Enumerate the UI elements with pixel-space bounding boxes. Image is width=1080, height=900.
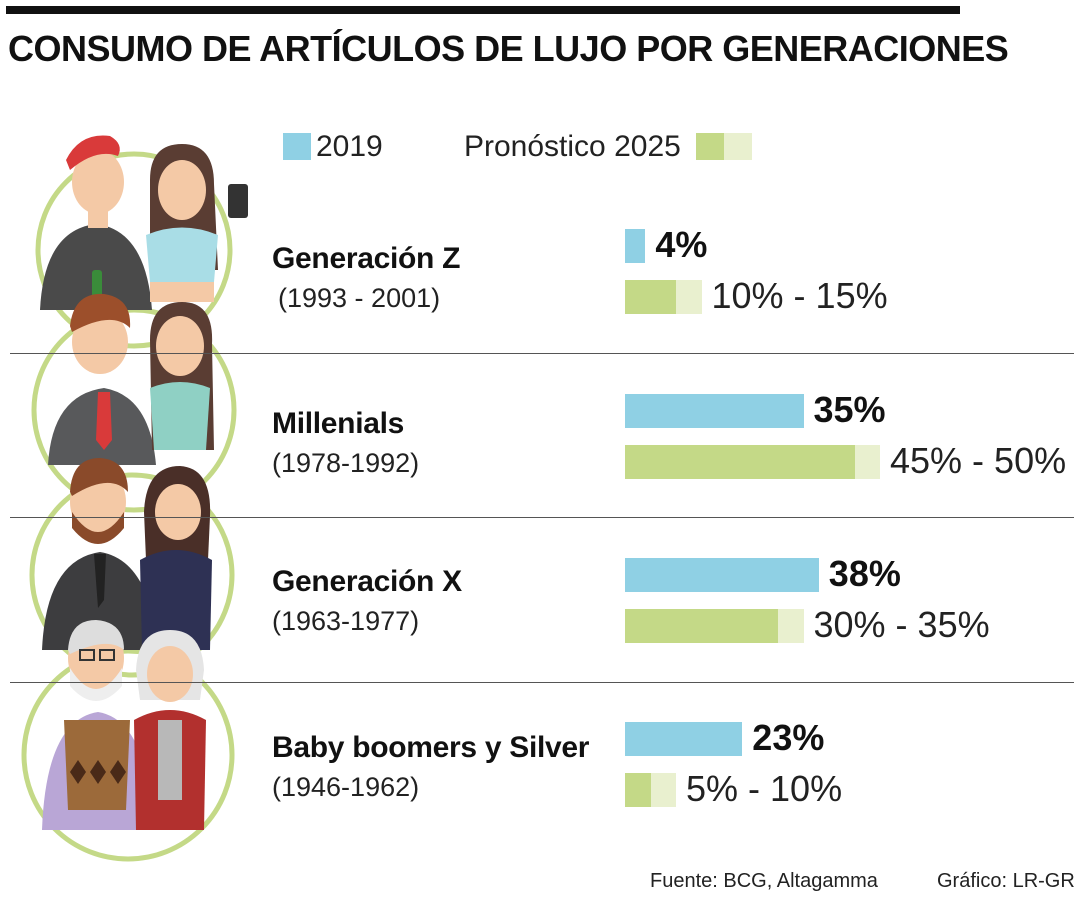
value-label-2019: 38% <box>828 553 901 594</box>
value-label-2019: 4% <box>655 224 708 265</box>
category-label: Baby boomers y Silver <box>272 731 590 764</box>
row-divider <box>10 353 1074 354</box>
value-label-2025: 5% - 10% <box>686 768 843 809</box>
bar-2025-low <box>625 280 676 314</box>
value-label-2025: 45% - 50% <box>890 440 1067 481</box>
bar-2019 <box>625 229 646 263</box>
legend-label-2025: Pronóstico 2025 <box>464 130 681 163</box>
top-rule <box>6 6 960 14</box>
category-label: Generación Z <box>272 242 461 275</box>
bar-2025-low <box>625 609 778 643</box>
legend: 2019 Pronóstico 2025 <box>0 128 1080 168</box>
bar-2025-high <box>650 773 676 807</box>
bar-2025-high <box>676 280 702 314</box>
value-label-2019: 35% <box>813 389 886 430</box>
row-divider <box>10 682 1074 683</box>
person-icon <box>42 620 154 830</box>
generations-people-illustration <box>21 135 248 862</box>
person-icon <box>134 630 206 830</box>
legend-swatch-2019 <box>283 133 311 160</box>
chart-title: CONSUMO DE ARTÍCULOS DE LUJO POR GENERAC… <box>8 28 1009 69</box>
legend-swatch-2025-high <box>724 133 752 160</box>
bar-2025-high <box>854 445 880 479</box>
value-label-2019: 23% <box>752 717 825 758</box>
category-years: (1993 - 2001) <box>278 283 441 313</box>
category-years: (1963-1977) <box>272 606 420 636</box>
row-divider <box>10 517 1074 518</box>
bar-2019 <box>625 722 743 756</box>
circle-frame <box>29 472 235 678</box>
person-icon <box>40 135 152 310</box>
value-label-2025: 10% - 15% <box>711 275 888 316</box>
circle-frame <box>21 648 235 862</box>
category-years: (1946-1962) <box>272 772 420 802</box>
bar-2025-low <box>625 773 651 807</box>
category-label: Generación X <box>272 565 462 598</box>
category-years: (1978-1992) <box>272 448 420 478</box>
credit-note: Gráfico: LR-GR <box>937 870 1075 892</box>
value-label-2025: 30% - 35% <box>813 604 990 645</box>
bar-2019 <box>625 394 804 428</box>
person-icon <box>42 458 158 650</box>
category-label: Millenials <box>272 407 405 440</box>
person-icon <box>48 293 156 465</box>
source-note: Fuente: BCG, Altagamma <box>650 870 878 892</box>
person-icon <box>146 144 248 302</box>
bar-2025-low <box>625 445 855 479</box>
person-icon <box>150 302 214 450</box>
bar-2019 <box>625 558 819 592</box>
legend-swatch-2025-low <box>696 133 724 160</box>
circle-frame <box>35 151 233 349</box>
bar-2025-high <box>778 609 804 643</box>
legend-label-2019: 2019 <box>316 130 383 163</box>
person-icon <box>140 466 212 650</box>
